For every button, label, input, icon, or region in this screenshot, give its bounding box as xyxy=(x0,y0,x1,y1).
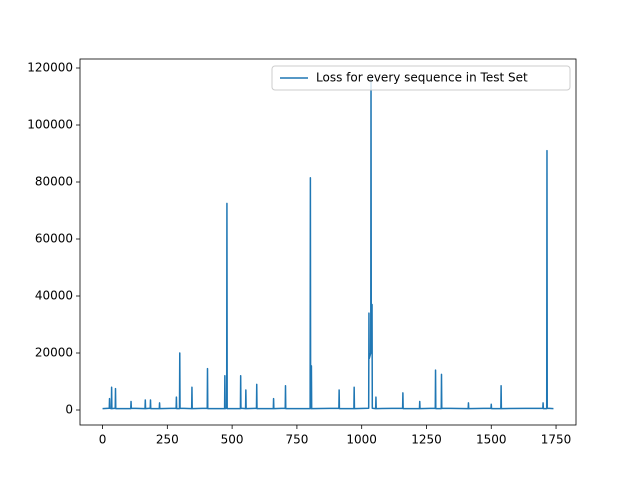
y-tick-label: 100000 xyxy=(27,118,73,132)
y-tick-label: 20000 xyxy=(35,346,73,360)
x-tick-label: 500 xyxy=(221,433,244,447)
y-tick-label: 120000 xyxy=(27,61,73,75)
y-tick-label: 0 xyxy=(65,403,73,417)
x-tick-label: 1750 xyxy=(541,433,572,447)
x-tick-label: 1250 xyxy=(411,433,442,447)
y-tick-label: 40000 xyxy=(35,289,73,303)
x-tick-label: 750 xyxy=(285,433,308,447)
x-tick-label: 1500 xyxy=(476,433,507,447)
x-tick-label: 0 xyxy=(99,433,107,447)
y-tick-label: 80000 xyxy=(35,175,73,189)
legend-label: Loss for every sequence in Test Set xyxy=(316,71,528,85)
x-tick-label: 250 xyxy=(156,433,179,447)
plot-frame xyxy=(79,58,577,426)
x-tick-label: 1000 xyxy=(346,433,377,447)
data-line xyxy=(102,75,554,410)
legend-box xyxy=(271,65,571,91)
y-tick-label: 60000 xyxy=(35,232,73,246)
